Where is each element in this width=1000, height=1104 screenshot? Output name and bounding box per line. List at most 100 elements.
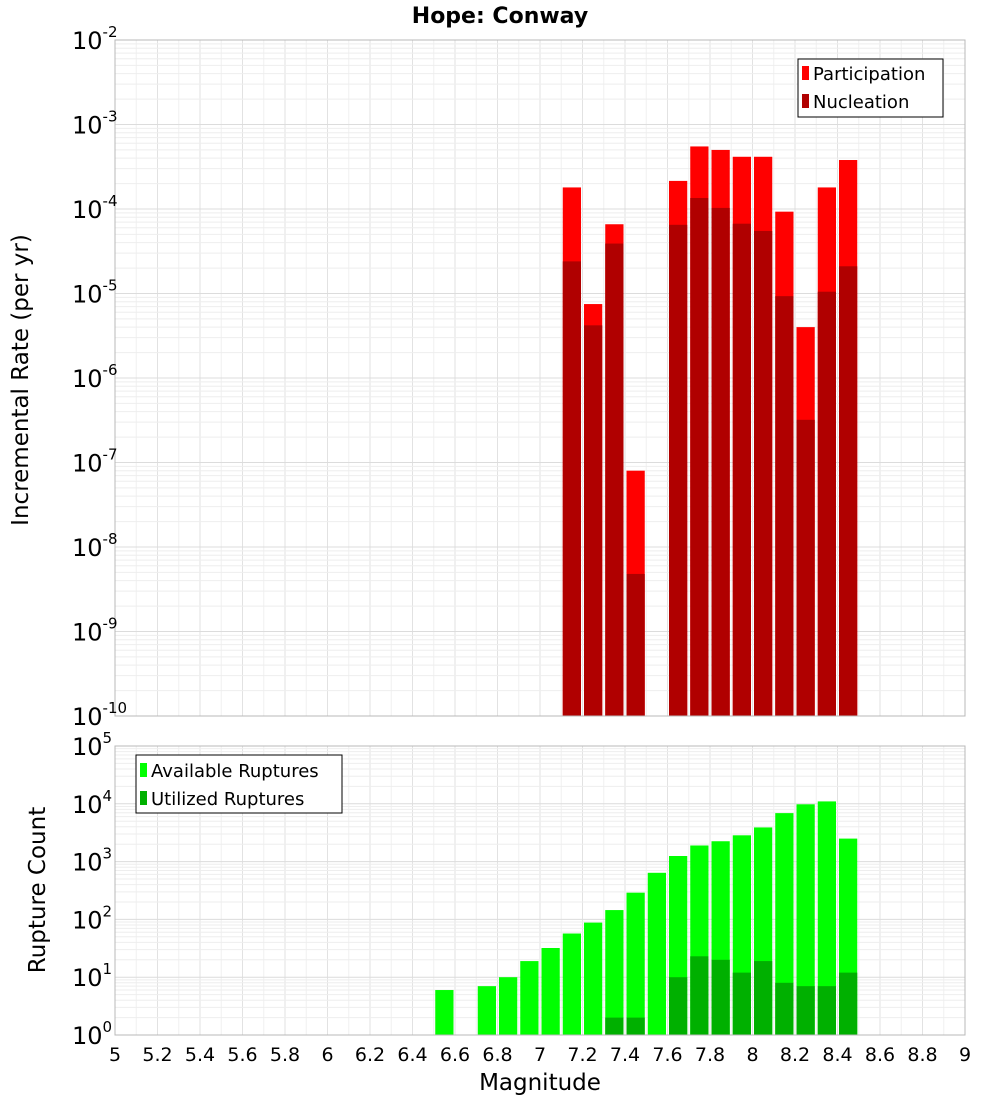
y-tick-label: 104: [72, 787, 112, 819]
count-bar-1: [775, 982, 794, 1035]
rate-bar-1: [584, 325, 603, 716]
top-gridlines: [114, 40, 966, 717]
legend-label-nucleation: Nucleation: [813, 92, 909, 113]
x-tick-label: 7.6: [652, 1044, 682, 1066]
count-bar-0: [775, 813, 794, 1035]
count-bar-1: [796, 986, 815, 1035]
y-tick-label: 103: [72, 845, 112, 877]
count-bar-1: [839, 972, 858, 1035]
rate-bar-1: [605, 243, 624, 716]
count-bar-0: [647, 872, 666, 1035]
count-bar-0: [541, 948, 560, 1035]
x-tick-labels: 5 5.2 5.4 5.6 5.8 6 6.2 6.4 6.6 6.8 7 7.2 7.4 7.6 7.8 8…: [109, 1044, 971, 1066]
y-tick-label: 10-8: [72, 530, 118, 562]
x-tick-label: 8.6: [865, 1044, 895, 1066]
top-legend: Participation Nucleation: [797, 58, 944, 118]
rate-bar-1: [732, 223, 751, 716]
x-tick-label: 6: [321, 1044, 333, 1066]
count-bar-0: [605, 910, 624, 1035]
legend-swatch-nucleation: [802, 94, 809, 108]
legend-label-available: Available Ruptures: [151, 761, 319, 782]
rate-bar-1: [817, 291, 836, 716]
count-bar-1: [817, 986, 836, 1035]
x-tick-label: 6.4: [397, 1044, 427, 1066]
x-tick-label: 8.8: [907, 1044, 937, 1066]
rate-bar-1: [626, 573, 645, 716]
count-bar-1: [669, 977, 688, 1035]
rate-bar-1: [839, 266, 858, 716]
rate-bar-1: [690, 197, 709, 716]
y-tick-label: 105: [72, 729, 112, 761]
x-tick-label: 8.2: [780, 1044, 810, 1066]
count-bar-0: [477, 986, 496, 1035]
y-tick-label: 10-4: [72, 192, 118, 224]
x-tick-label: 5.4: [185, 1044, 215, 1066]
y-tick-label: 10-9: [72, 615, 118, 647]
bottom-y-axis-label: Rupture Count: [25, 807, 51, 973]
rate-bar-1: [796, 419, 815, 716]
top-plot-frame: [114, 39, 966, 717]
top-bars: [562, 146, 858, 717]
legend-swatch-utilized: [140, 791, 147, 805]
count-bar-1: [754, 961, 773, 1035]
count-bar-0: [562, 933, 581, 1035]
bottom-bars: [435, 801, 858, 1035]
count-bar-0: [520, 961, 539, 1035]
top-legend-box: [797, 58, 944, 118]
legend-swatch-available: [140, 763, 147, 777]
x-tick-label: 5: [109, 1044, 121, 1066]
count-bar-0: [796, 804, 815, 1035]
count-bar-1: [605, 1017, 624, 1035]
x-tick-label: 8.4: [822, 1044, 852, 1066]
x-tick-label: 8: [746, 1044, 758, 1066]
count-bar-0: [435, 990, 454, 1035]
chart-title: Hope: Conway: [412, 4, 588, 29]
count-bar-0: [817, 801, 836, 1035]
y-tick-label: 102: [72, 902, 112, 934]
x-axis-label: Magnitude: [479, 1070, 601, 1096]
count-bar-1: [626, 1017, 645, 1035]
legend-swatch-participation: [802, 66, 809, 80]
count-bar-1: [732, 972, 751, 1035]
y-tick-label: 10-6: [72, 361, 118, 393]
bottom-y-tick-labels: 100 101 102 103 104 105: [72, 729, 112, 1050]
y-tick-label: 101: [72, 960, 112, 992]
top-plot: 10-10 10-9 10-8 10-7 10-6 10-5 10-4 10-3 10-2 In…: [8, 23, 966, 731]
x-tick-label: 5.2: [142, 1044, 172, 1066]
bottom-plot-frame: [114, 745, 966, 1036]
x-tick-label: 5.8: [270, 1044, 300, 1066]
bottom-plot: 100 101 102 103 104 105 5 5.2 5.4 5.6 5.8 6 6.2 6.4 6…: [25, 729, 971, 1096]
x-tick-label: 6.2: [355, 1044, 385, 1066]
x-tick-label: 7.8: [695, 1044, 725, 1066]
y-tick-label: 10-2: [72, 23, 118, 55]
legend-label-utilized: Utilized Ruptures: [151, 789, 304, 810]
count-bar-0: [626, 892, 645, 1035]
y-tick-label: 100: [72, 1018, 112, 1050]
rate-bar-1: [754, 230, 773, 717]
x-tick-label: 9: [959, 1044, 971, 1066]
y-tick-label: 10-5: [72, 277, 118, 309]
rate-bar-1: [775, 296, 794, 716]
count-bar-1: [711, 959, 730, 1035]
bottom-legend-box: [135, 754, 343, 814]
bottom-legend: Available Ruptures Utilized Ruptures: [135, 754, 343, 814]
y-tick-label: 10-3: [72, 108, 118, 140]
rate-bar-1: [669, 224, 688, 716]
x-tick-label: 5.6: [227, 1044, 257, 1066]
rate-bar-1: [562, 261, 581, 716]
x-tick-label: 6.6: [440, 1044, 470, 1066]
count-bar-0: [499, 977, 518, 1035]
count-bar-0: [584, 922, 603, 1035]
x-tick-label: 6.8: [482, 1044, 512, 1066]
y-tick-label: 10-7: [72, 446, 118, 478]
count-bar-1: [690, 956, 709, 1035]
x-tick-label: 7: [534, 1044, 546, 1066]
top-y-tick-labels: 10-10 10-9 10-8 10-7 10-6 10-5 10-4 10-3 10-2: [72, 23, 127, 731]
top-y-axis-label: Incremental Rate (per yr): [8, 234, 34, 526]
x-tick-label: 7.2: [567, 1044, 597, 1066]
legend-label-participation: Participation: [813, 64, 925, 85]
y-tick-label: 10-10: [72, 699, 127, 731]
x-tick-label: 7.4: [610, 1044, 640, 1066]
